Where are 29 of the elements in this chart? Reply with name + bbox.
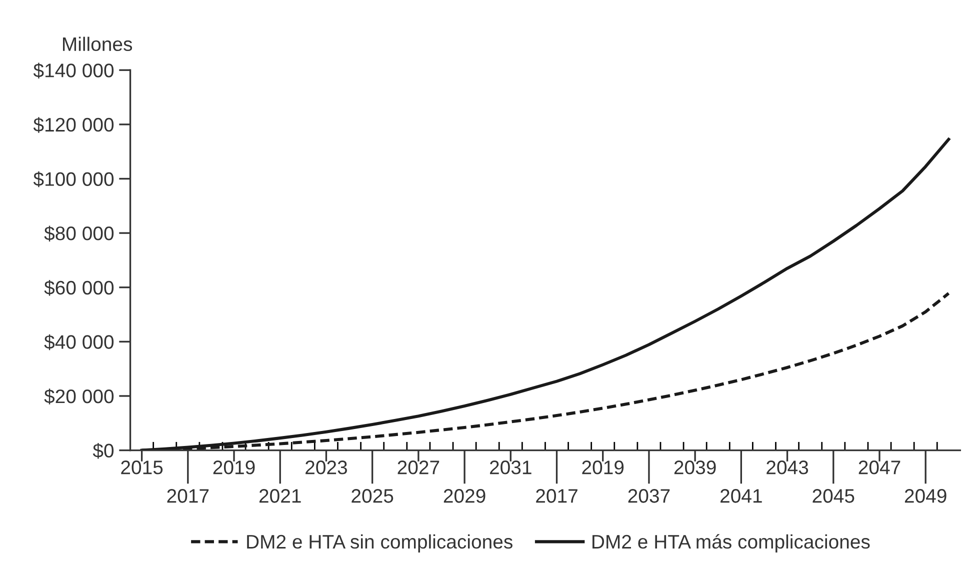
- x-tick-label: 2039: [674, 460, 716, 474]
- x-tick-label: 2045: [812, 489, 854, 503]
- x-tick-label: 2017: [167, 489, 209, 503]
- x-tick-label: 2047: [858, 460, 900, 474]
- y-tick-label: $140 000: [33, 62, 114, 79]
- y-axis-title: Millones: [63, 36, 132, 52]
- x-tick-label: 2037: [628, 489, 670, 503]
- x-tick-label: 2025: [352, 489, 394, 503]
- legend-label: DM2 e HTA más complicaciones: [592, 534, 870, 552]
- x-tick-label: 2017: [536, 489, 578, 503]
- x-tick-label: 2023: [306, 460, 347, 474]
- x-tick-label: 2021: [259, 489, 301, 503]
- x-tick-label: 2049: [904, 489, 946, 503]
- legend-label: DM2 e HTA sin complicaciones: [247, 534, 512, 552]
- y-tick-label: $40 000: [44, 334, 114, 350]
- x-tick-label: 2043: [766, 460, 808, 474]
- x-tick-label: 2029: [444, 489, 486, 503]
- x-tick-label: 2031: [490, 460, 532, 474]
- y-tick-label: $120 000: [33, 117, 114, 133]
- x-tick-label: 2015: [121, 460, 163, 474]
- y-tick-label: $100 000: [33, 171, 114, 188]
- y-tick-label: $60 000: [44, 280, 114, 296]
- y-tick-label: $0: [92, 442, 114, 459]
- x-tick-label: 2027: [398, 460, 440, 474]
- y-tick-label: $20 000: [44, 388, 114, 404]
- y-tick-label: $80 000: [44, 226, 114, 242]
- x-tick-label: 2019: [582, 460, 624, 474]
- x-tick-label: 2041: [720, 489, 762, 503]
- x-tick-label: 2019: [213, 460, 255, 474]
